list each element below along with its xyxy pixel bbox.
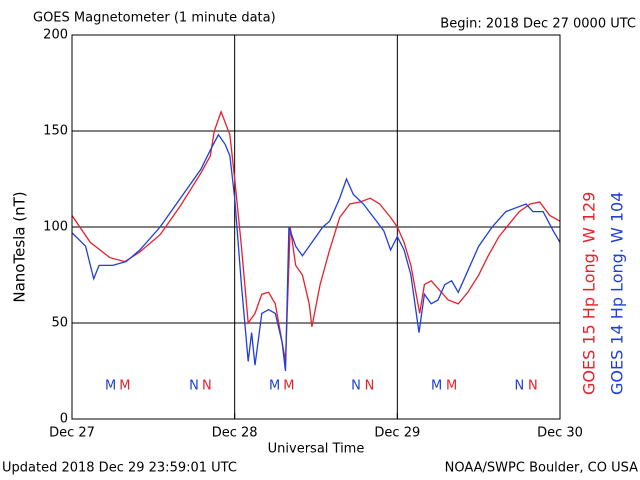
y-tick-label: 50 (51, 316, 68, 331)
annotation: N (202, 379, 212, 394)
chart-subtitle: Begin: 2018 Dec 27 0000 UTC (440, 17, 636, 32)
y-tick-label: 150 (43, 124, 68, 139)
series-line (71, 133, 561, 372)
x-tick-label: Dec 29 (374, 426, 420, 441)
x-tick-label: Dec 27 (49, 426, 95, 441)
annotation: N (189, 379, 199, 394)
annotation: N (351, 379, 361, 394)
footer-right: NOAA/SWPC Boulder, CO USA (445, 461, 638, 476)
annotation: N (528, 379, 538, 394)
y-tick-label: 200 (43, 28, 68, 43)
x-tick-label: Dec 28 (212, 426, 258, 441)
footer-left: Updated 2018 Dec 29 23:59:01 UTC (2, 461, 237, 476)
x-tick-label: Dec 30 (537, 426, 583, 441)
annotation: M (283, 379, 294, 394)
y-tick-label: 100 (43, 220, 68, 235)
y-tick-label: 0 (60, 412, 68, 427)
legend-entry: GOES 14 Hp Long. W 104 (608, 192, 627, 395)
series-line (71, 109, 561, 362)
annotation: M (431, 379, 442, 394)
annotation: M (119, 379, 130, 394)
legend-entry: GOES 15 Hp Long. W 129 (580, 192, 599, 395)
y-axis-label: NanoTesla (nT) (11, 191, 29, 302)
chart-title: GOES Magnetometer (1 minute data) (33, 11, 276, 26)
annotation: M (269, 379, 280, 394)
x-axis-label: Universal Time (268, 442, 365, 457)
plot-frame (71, 34, 561, 420)
annotation: N (514, 379, 524, 394)
annotation: N (365, 379, 375, 394)
annotation: M (446, 379, 457, 394)
annotation: M (105, 379, 116, 394)
